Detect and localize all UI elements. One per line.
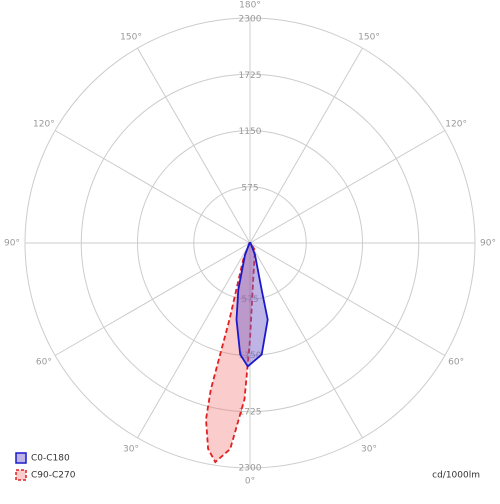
r-label: 575 <box>241 183 258 193</box>
r-label: 2300 <box>239 464 262 474</box>
series-curve <box>235 242 269 368</box>
r-label: 2300 <box>239 15 262 25</box>
r-label: 1150 <box>239 127 262 137</box>
ring <box>137 130 363 356</box>
angle-label: 150° <box>120 32 142 42</box>
legend-label: C90-C270 <box>31 471 76 481</box>
r-label: 575 <box>241 295 258 305</box>
angle-label: 90° <box>4 239 20 249</box>
legend-label: C0-C180 <box>31 454 70 464</box>
angle-label: 30° <box>123 445 139 455</box>
angle-label: 90° <box>480 239 496 249</box>
legend-swatch <box>15 452 27 464</box>
angle-label: 120° <box>33 120 55 130</box>
angle-label: 0° <box>245 477 255 487</box>
angle-label: 60° <box>36 358 52 368</box>
angle-label: 150° <box>358 32 380 42</box>
ring <box>80 73 420 413</box>
angle-label: 120° <box>445 120 467 130</box>
unit-label: cd/1000lm <box>432 471 480 481</box>
r-label: 1725 <box>239 71 262 81</box>
r-label: 1150 <box>239 351 262 361</box>
angle-label: 30° <box>361 445 377 455</box>
angle-label: 180° <box>239 1 261 11</box>
r-label: 1725 <box>239 407 262 417</box>
angle-label: 60° <box>448 358 464 368</box>
legend-swatch <box>15 469 27 481</box>
ring <box>193 186 307 300</box>
ring <box>24 17 476 469</box>
